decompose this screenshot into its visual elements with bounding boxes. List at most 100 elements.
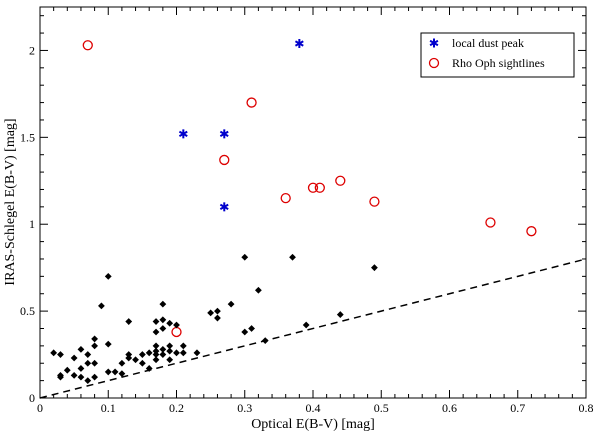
diamond-point	[50, 349, 58, 357]
reference-line-layer	[39, 258, 587, 399]
diamond-point	[57, 351, 64, 358]
rho-oph-point	[485, 217, 496, 228]
diamond-point	[193, 349, 201, 357]
rho-oph-point	[526, 226, 537, 237]
legend-asterisk-icon	[429, 38, 439, 48]
rho-oph-point	[219, 154, 230, 166]
rho-oph-point	[335, 175, 346, 186]
diamond-point	[118, 359, 126, 367]
diamond-point	[166, 356, 174, 364]
x-axis-title: Optical E(B-V) [mag]	[251, 417, 375, 432]
diamond-point	[166, 342, 174, 350]
diamond-point	[179, 349, 187, 357]
diamond-point	[132, 356, 139, 364]
diamond-point	[104, 272, 112, 280]
diamond-point	[77, 345, 85, 353]
rho-oph-point	[82, 40, 93, 51]
reference-dashed-line	[39, 258, 587, 399]
diamond-point	[91, 342, 98, 350]
diamond-point	[70, 354, 78, 362]
rho-oph-point	[246, 97, 257, 108]
rho-oph-point	[307, 182, 319, 193]
diamond-point	[57, 373, 64, 381]
diamond-point	[289, 253, 296, 261]
diamond-point	[371, 264, 378, 272]
local-dust-point	[219, 202, 229, 212]
diamond-point	[125, 354, 133, 362]
diamond-point	[91, 359, 98, 367]
x-tick-label: 0.1	[101, 401, 116, 415]
diamond-point	[261, 337, 269, 345]
diamond-point	[159, 325, 167, 332]
rho-oph-point	[280, 193, 291, 204]
x-tick-label: 0	[37, 401, 43, 415]
plot-frame	[39, 6, 587, 399]
diamond-point	[145, 365, 153, 372]
diamond-point	[104, 368, 112, 376]
diamond-point	[214, 307, 221, 315]
diamond-point	[63, 366, 71, 374]
diamond-point	[145, 349, 153, 357]
diamond-point	[214, 314, 221, 322]
y-tick-label: 1.5	[20, 130, 35, 144]
diamond-point	[159, 351, 167, 358]
diamond-point	[302, 321, 310, 329]
diamond-point	[70, 372, 78, 379]
diamond-point	[152, 328, 160, 336]
diamond-point	[173, 349, 180, 357]
x-tick-label: 0.5	[374, 401, 389, 415]
diamond-point	[241, 253, 249, 261]
local-dust-point	[294, 38, 304, 48]
diamond-point	[111, 368, 119, 376]
diamond-point	[84, 359, 92, 367]
diamond-point	[248, 325, 255, 332]
diamond-point	[166, 319, 174, 327]
y-axis-title: IRAS-Schlegel E(B-V) [mag]	[3, 118, 18, 285]
diamond-point	[84, 377, 92, 385]
rho-oph-point	[314, 182, 325, 193]
y-tick-label: 0.5	[20, 304, 35, 318]
legend-box	[420, 32, 575, 78]
x-tick-label: 0.3	[237, 401, 252, 415]
diamond-point	[152, 356, 160, 364]
diamond-point	[152, 347, 160, 355]
diamond-point	[159, 345, 167, 353]
diamond-point	[179, 342, 187, 350]
diamond-point	[77, 365, 85, 372]
legend-asterisk-glyph	[429, 38, 439, 48]
rho-oph-point	[171, 326, 182, 338]
y-tick-label: 1	[29, 217, 35, 231]
diamond-point	[104, 340, 112, 348]
data-points	[50, 38, 537, 385]
diamond-point	[118, 370, 126, 378]
diamond-point	[173, 321, 180, 329]
x-tick-label: 0.7	[510, 401, 525, 415]
x-tick-label: 0.4	[306, 401, 321, 415]
local-dust-point	[219, 129, 229, 139]
diamond-point	[159, 316, 167, 324]
y-tick-labels: 0 0.5 1 1.5 2	[20, 43, 35, 405]
diamond-point	[125, 318, 133, 325]
diamond-point	[91, 335, 98, 343]
diamond-point	[138, 351, 146, 358]
y-tick-label: 2	[29, 43, 35, 57]
rho-oph-point	[369, 196, 380, 207]
local-dust-point	[178, 129, 188, 139]
legend-label-local-dust: local dust peak	[452, 36, 524, 50]
diamond-point	[227, 300, 235, 308]
diamond-point	[159, 300, 167, 308]
diamond-point	[152, 351, 160, 358]
diamond-point	[138, 359, 146, 367]
diamond-point	[98, 302, 105, 310]
diamond-point	[77, 373, 85, 381]
diamond-point	[84, 351, 92, 358]
diamond-point	[152, 342, 160, 350]
diamond-point	[336, 311, 344, 318]
diamond-point	[255, 286, 262, 294]
x-tick-label: 0.8	[579, 401, 594, 415]
x-tick-labels: 0 0.1 0.2 0.3 0.4 0.5 0.6 0.7 0.8	[37, 401, 594, 415]
y-tick-label: 0	[29, 391, 35, 405]
legend-label-rho-oph: Rho Oph sightlines	[452, 56, 545, 70]
diamond-point	[241, 328, 249, 336]
